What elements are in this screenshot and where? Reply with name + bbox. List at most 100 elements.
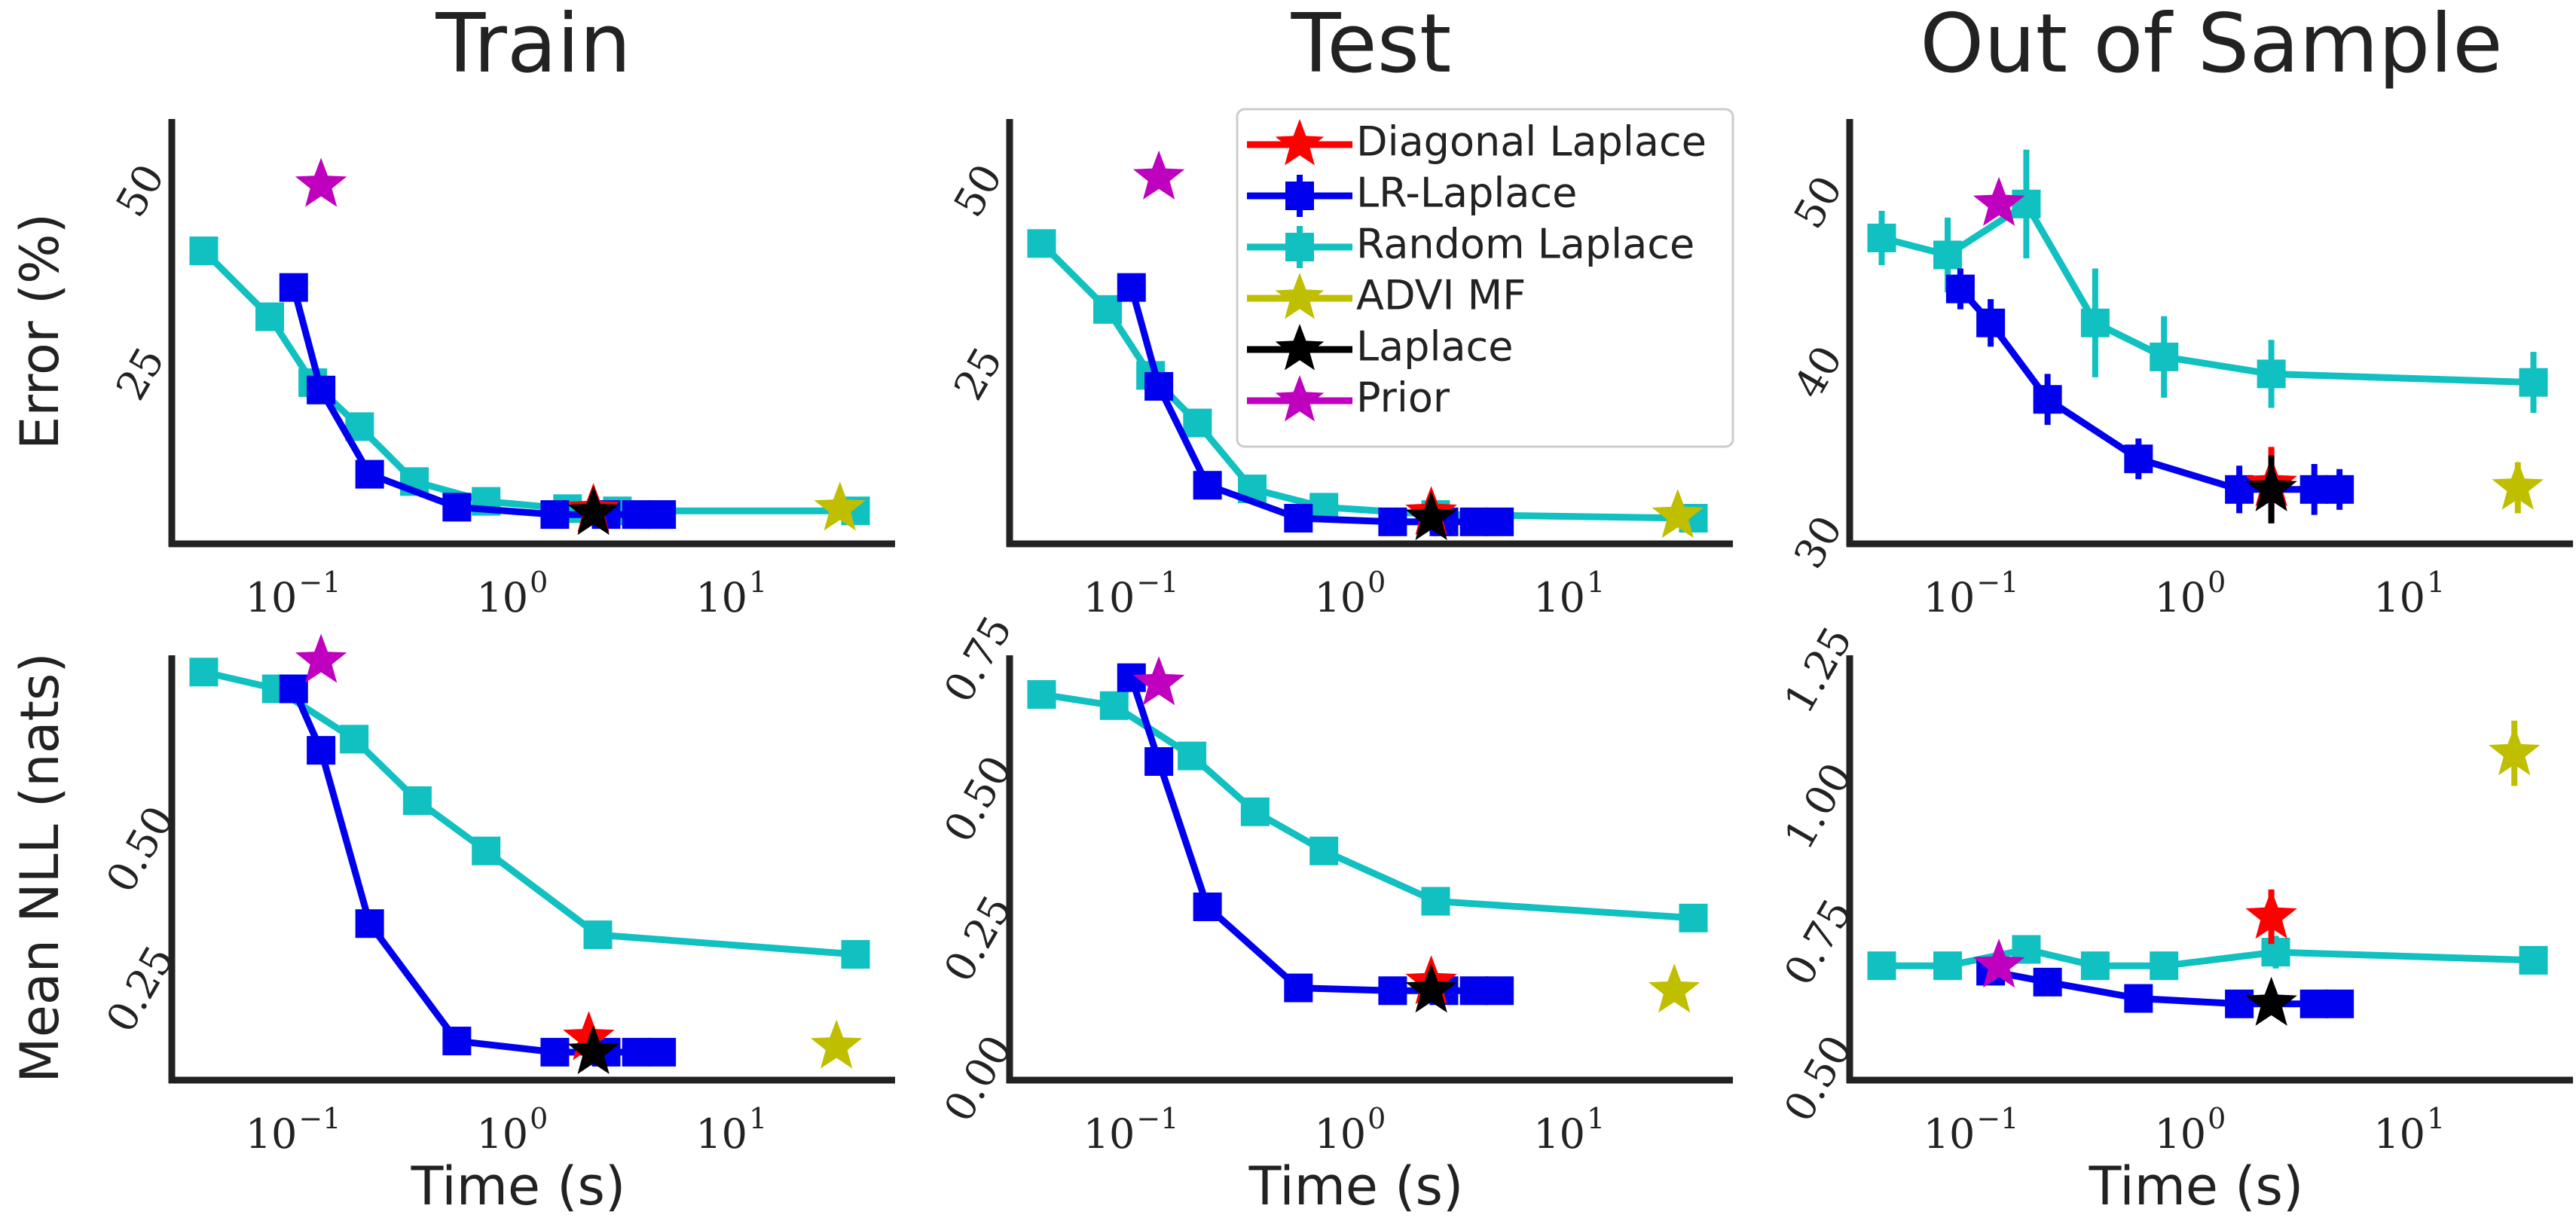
point-laplace [567,1024,619,1074]
series-line [1881,200,2534,386]
data-point [2033,967,2062,997]
data-point [2519,945,2548,975]
data-point [279,674,308,704]
x-tick-label: 101 [1533,1102,1605,1158]
y-tick-label: 25 [945,340,1012,408]
data-point [540,1037,570,1067]
data-point [2124,444,2153,474]
data-point [1867,223,1896,252]
data-point [2299,989,2329,1018]
data-point [2325,989,2354,1018]
data-point [841,940,870,969]
point-diagonal-laplace [2245,890,2297,939]
data-point [1976,308,2006,337]
point-laplace [2245,462,2297,511]
series-random-laplace [189,658,870,969]
data-point [2080,951,2110,981]
series-random-laplace [1867,935,2548,981]
point-laplace [2245,976,2297,1026]
x-axis-label: Time (s) [2089,1155,2304,1217]
data-point [1284,503,1313,533]
data-point [1485,507,1514,536]
data-point [307,375,336,404]
x-tick-label: 100 [476,566,548,621]
x-tick-label: 100 [1314,566,1386,621]
series-random-laplace [1027,679,1708,932]
x-tick-label: 10−1 [1924,566,2019,621]
legend-star-icon [1275,273,1325,319]
x-tick-label: 100 [1314,1102,1386,1158]
data-point [1378,976,1407,1006]
data-point [1093,295,1123,324]
data-point [2261,938,2290,967]
data-point [2225,475,2254,504]
point-laplace [1405,491,1457,541]
point-laplace [567,486,619,536]
point-diagonal-laplace [563,1011,615,1061]
point-laplace [1405,963,1457,1013]
data-point [1027,679,1056,709]
data-point [647,1037,677,1067]
data-point [402,786,432,815]
point-advi-mf [1652,489,1704,539]
data-point [1485,976,1514,1006]
data-point [2080,308,2110,337]
data-point [340,725,369,754]
series-lr-laplace [1945,268,2354,515]
series-lr-laplace [279,273,677,530]
legend-item-advi-mf: ADVI MF [1247,272,1526,319]
legend-label: ADVI MF [1356,272,1526,319]
y-tick-label: 50 [1785,168,1852,237]
legend-item-random-laplace: Random Laplace [1247,221,1694,268]
legend-label: Random Laplace [1356,221,1694,268]
series-lr-laplace [1117,273,1514,536]
data-point [2257,359,2286,389]
point-prior [1132,656,1185,706]
data-point [442,1027,472,1056]
x-tick-label: 101 [2373,566,2445,621]
data-point [2519,368,2548,397]
point-advi-mf [810,1019,863,1069]
data-point [583,920,613,950]
y-axis-label: Error (%) [9,213,71,450]
point-advi-mf [1648,963,1701,1013]
x-tick-label: 100 [476,1102,548,1158]
legend-label: Diagonal Laplace [1356,118,1707,166]
series-line [290,286,662,518]
y-tick-label: 50 [107,156,174,224]
x-axis-label: Time (s) [411,1155,626,1217]
data-point [355,459,384,489]
x-tick-label: 101 [695,1102,767,1158]
data-point [2150,342,2179,371]
point-prior [1972,939,2025,988]
data-point [1193,471,1222,500]
data-point [1459,976,1489,1006]
y-tick-label: 30 [1785,508,1852,576]
data-point [1945,274,1975,304]
x-tick-label: 101 [1533,566,1605,621]
legend-box [1236,108,1734,448]
data-point [1378,507,1407,536]
data-point [622,500,651,530]
y-tick-label: 50 [945,156,1012,224]
data-point [1117,273,1146,302]
x-tick-label: 10−1 [246,1102,341,1158]
data-point [2150,951,2179,981]
point-advi-mf [2492,460,2544,510]
point-advi-mf [2488,726,2541,776]
x-tick-label: 100 [2154,1102,2226,1158]
legend-star-icon [1275,119,1325,166]
x-tick-label: 101 [695,566,767,621]
data-point [189,658,218,687]
data-point [1679,903,1708,932]
data-point [442,493,472,522]
series-random-laplace [1867,149,2548,414]
point-prior [1972,176,2025,226]
point-prior [1132,150,1185,200]
legend-star-icon [1275,375,1325,422]
data-point [1309,836,1339,865]
series-line [1040,691,1694,922]
legend-label: LR-Laplace [1356,169,1577,217]
